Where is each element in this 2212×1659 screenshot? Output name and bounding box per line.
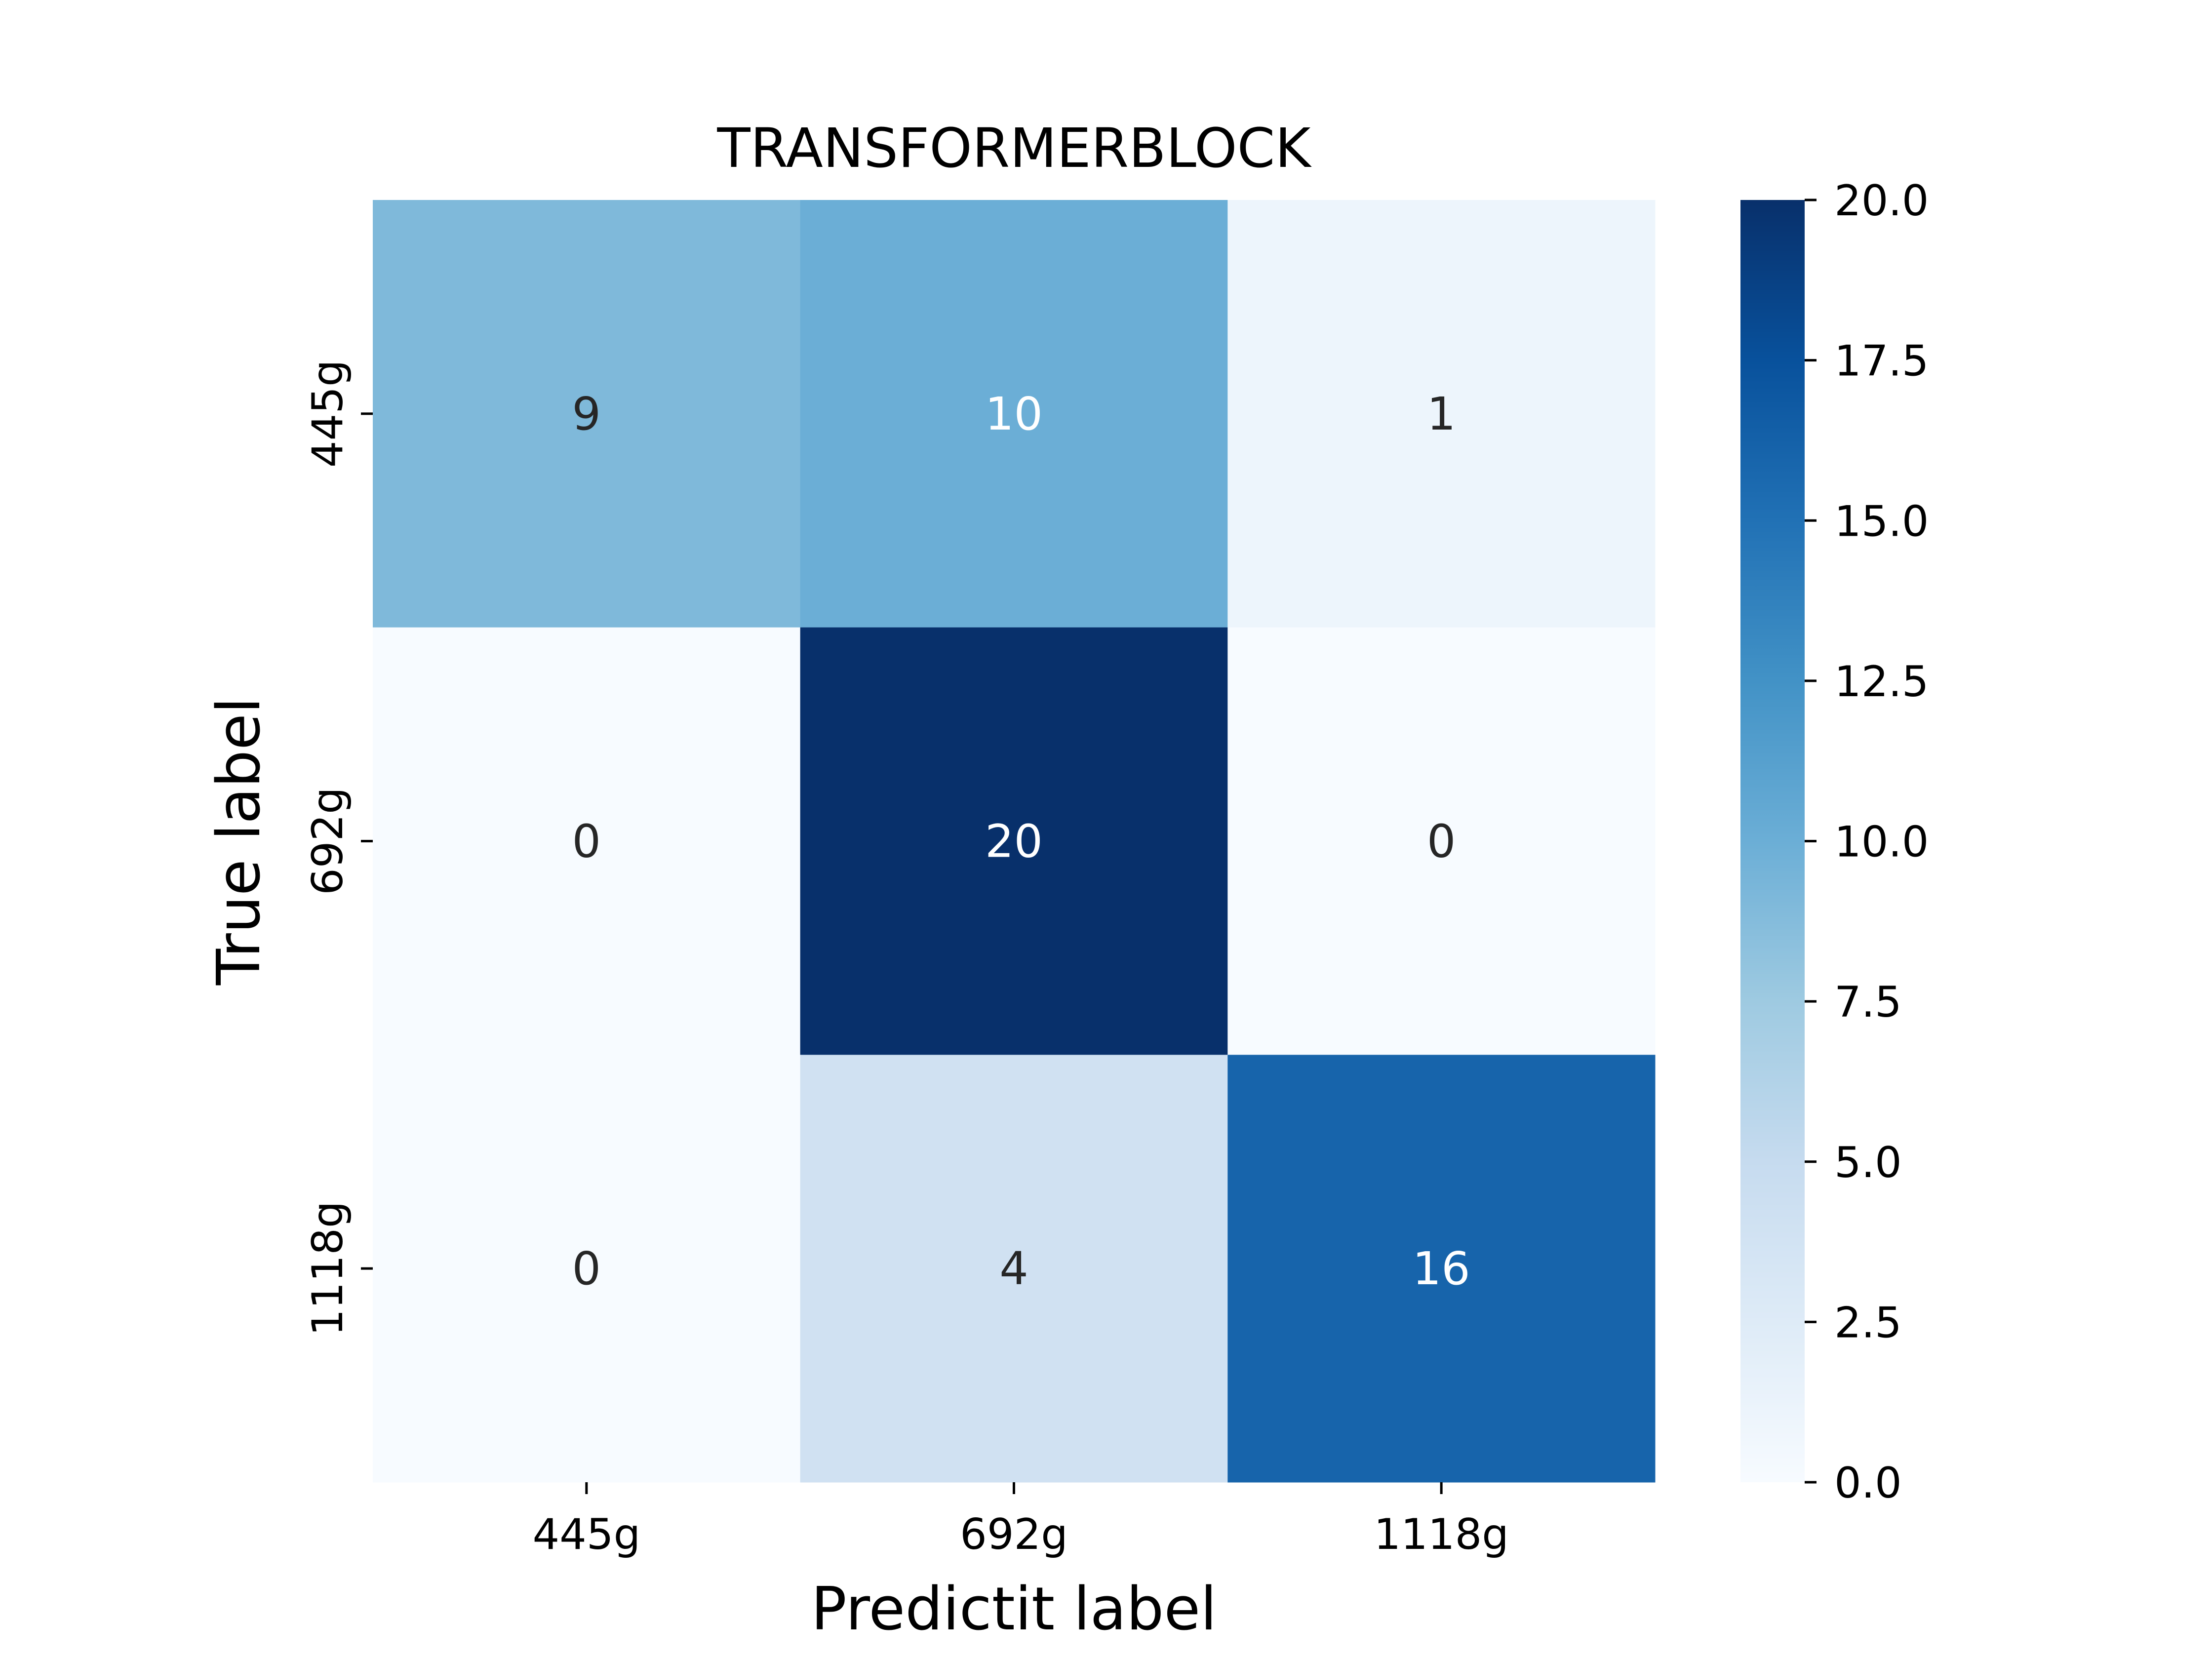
heatmap-cell-1-0: [373, 627, 801, 1055]
colorbar-tick-label: 20.0: [1834, 176, 1929, 226]
heatmap-cell-1-2: [1227, 627, 1656, 1055]
heatmap-cell-labels: 9 10 10 20 00 4 16: [572, 388, 1470, 1295]
x-axis-label: Predictit label: [811, 1575, 1217, 1644]
cell-value-2-2: 16: [1413, 1242, 1470, 1295]
heatmap-cell-0-1: [800, 200, 1228, 628]
chart-title: TRANSFORMERBLOCK: [717, 117, 1312, 180]
colorbar-tick-label: 0.0: [1834, 1459, 1902, 1508]
y-tick-label: 1118g: [303, 1201, 353, 1336]
colorbar-tick-label: 12.5: [1834, 657, 1929, 707]
x-axis-ticks: 445g 692g 1118g: [532, 1482, 1509, 1559]
heatmap-cell-1-1: [800, 627, 1228, 1055]
cell-value-0-0: 9: [572, 388, 601, 440]
colorbar-tick-label: 10.0: [1834, 818, 1929, 867]
colorbar-tick-label: 2.5: [1834, 1298, 1902, 1347]
colorbar: [1740, 200, 1805, 1482]
colorbar-tick-label: 17.5: [1834, 337, 1929, 386]
colorbar-tick-label: 5.0: [1834, 1138, 1902, 1187]
heatmap-cell-0-0: [373, 200, 801, 628]
heatmap-cells: [373, 200, 1656, 1483]
cell-value-0-2: 1: [1427, 388, 1456, 440]
colorbar-ticks: 0.0 2.5 5.0 7.5 10.0 12.5 15.0 17.5 20.0: [1805, 176, 1929, 1508]
cell-value-2-1: 4: [999, 1242, 1028, 1295]
heatmap-cell-2-2: [1227, 1055, 1656, 1483]
cell-value-1-2: 0: [1427, 815, 1456, 868]
y-axis-ticks: 445g 692g 1118g: [303, 359, 373, 1336]
x-tick-label: 692g: [960, 1510, 1068, 1559]
cell-value-2-0: 0: [572, 1242, 601, 1295]
y-tick-label: 445g: [303, 359, 353, 468]
colorbar-tick-label: 15.0: [1834, 497, 1929, 546]
heatmap-cell-2-0: [373, 1055, 801, 1483]
cell-value-1-1: 20: [985, 815, 1043, 868]
cell-value-1-0: 0: [572, 815, 601, 868]
heatmap-cell-0-2: [1227, 200, 1656, 628]
y-axis-label: True label: [205, 697, 274, 986]
x-tick-label: 445g: [532, 1510, 640, 1559]
heatmap-cell-2-1: [800, 1055, 1228, 1483]
cell-value-0-1: 10: [985, 388, 1043, 440]
x-tick-label: 1118g: [1374, 1510, 1508, 1559]
y-tick-label: 692g: [303, 787, 353, 895]
colorbar-tick-label: 7.5: [1834, 978, 1902, 1027]
